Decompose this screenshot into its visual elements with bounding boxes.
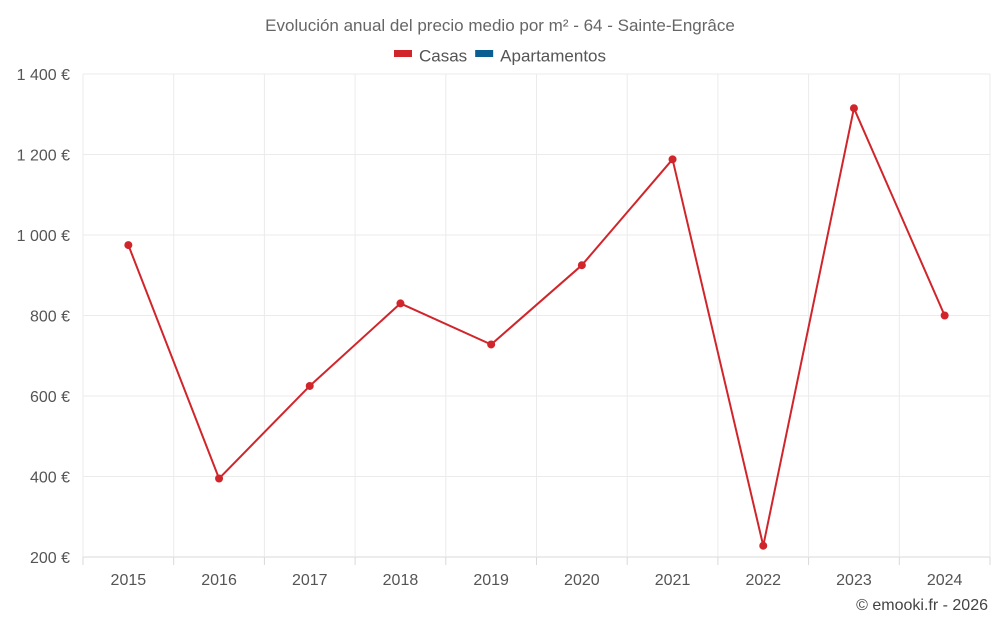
data-point[interactable] bbox=[849, 104, 858, 113]
x-tick-label: 2023 bbox=[836, 572, 872, 589]
data-point[interactable] bbox=[940, 311, 949, 320]
data-point[interactable] bbox=[668, 155, 677, 164]
y-tick-label: 400 € bbox=[30, 470, 70, 487]
x-tick-label: 2016 bbox=[201, 572, 237, 589]
x-tick-label: 2015 bbox=[111, 572, 147, 589]
chart-title: Evolución anual del precio medio por m² … bbox=[265, 16, 735, 35]
y-axis: 200 € 400 € 600 € 800 € 1 000 € 1 200 € 1 400 … bbox=[17, 67, 70, 567]
x-tick-label: 2022 bbox=[745, 572, 781, 589]
x-tick-label: 2019 bbox=[473, 572, 509, 589]
legend-label: Apartamentos bbox=[500, 46, 606, 65]
x-axis: 2015 2016 2017 2018 2019 2020 2021 2022 2023 2024 bbox=[82, 557, 991, 589]
x-tick-label: 2020 bbox=[564, 572, 600, 589]
data-point[interactable] bbox=[215, 474, 224, 483]
y-tick-label: 200 € bbox=[30, 550, 70, 567]
data-point[interactable] bbox=[487, 340, 496, 349]
grid-lines bbox=[82, 73, 991, 558]
x-tick-label: 2021 bbox=[655, 572, 691, 589]
data-point[interactable] bbox=[396, 299, 405, 308]
series-layer bbox=[124, 104, 949, 550]
data-point[interactable] bbox=[305, 381, 314, 390]
legend-swatch bbox=[393, 50, 412, 57]
y-tick-label: 800 € bbox=[30, 309, 70, 326]
y-tick-label: 600 € bbox=[30, 389, 70, 406]
y-tick-label: 1 400 € bbox=[17, 67, 70, 84]
series-line bbox=[127, 107, 946, 547]
y-tick-label: 1 200 € bbox=[17, 148, 70, 165]
series-casas bbox=[124, 104, 949, 550]
x-tick-label: 2024 bbox=[927, 572, 963, 589]
x-tick-label: 2017 bbox=[292, 572, 328, 589]
credit-text: © emooki.fr - 2026 bbox=[856, 597, 988, 614]
legend-item-casas[interactable]: Casas bbox=[393, 46, 467, 65]
legend-item-apartamentos[interactable]: Apartamentos bbox=[475, 46, 606, 65]
x-tick-label: 2018 bbox=[383, 572, 419, 589]
y-tick-label: 1 000 € bbox=[17, 228, 70, 245]
data-point[interactable] bbox=[124, 241, 133, 250]
legend: Casas Apartamentos bbox=[393, 46, 606, 65]
legend-swatch bbox=[475, 50, 494, 57]
legend-label: Casas bbox=[419, 46, 467, 65]
data-point[interactable] bbox=[577, 261, 586, 270]
data-point[interactable] bbox=[759, 541, 768, 550]
